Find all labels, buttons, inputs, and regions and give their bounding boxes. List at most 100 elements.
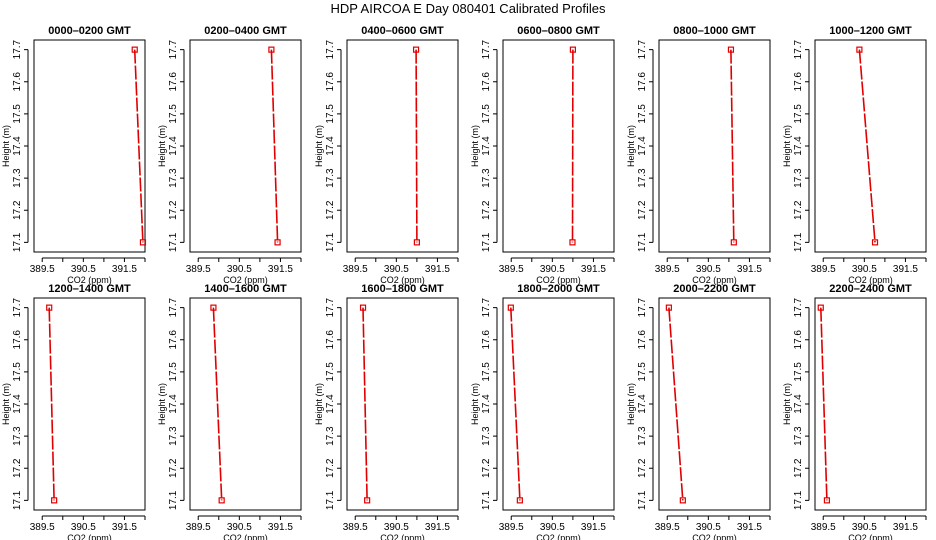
y-axis-label: Height (m)	[626, 125, 636, 167]
profile-line	[48, 307, 55, 501]
y-tick-label: 17.6	[481, 72, 492, 92]
x-axis-label: CO2 (ppm)	[848, 533, 893, 540]
data-point	[359, 304, 367, 311]
data-point	[727, 46, 735, 53]
y-axis-label: Height (m)	[470, 383, 480, 425]
y-tick-label: 17.3	[325, 168, 336, 188]
y-axis-label: Height (m)	[314, 125, 324, 167]
x-axis-label: CO2 (ppm)	[380, 533, 425, 540]
y-tick-label: 17.1	[637, 490, 648, 510]
y-tick-label: 17.6	[481, 330, 492, 350]
y-tick-label: 17.6	[793, 330, 804, 350]
x-tick-label: 391.5	[425, 522, 450, 533]
data-point	[516, 497, 523, 504]
x-axis-label: CO2 (ppm)	[848, 275, 893, 285]
profile-line	[133, 49, 144, 243]
panel-title: 2200–2400 GMT	[829, 283, 912, 295]
x-axis-label: CO2 (ppm)	[692, 533, 737, 540]
y-axis-label: Height (m)	[314, 383, 324, 425]
y-tick-label: 17.7	[637, 297, 648, 317]
y-tick-label: 17.7	[793, 297, 804, 317]
y-tick-label: 17.5	[168, 362, 179, 382]
y-axis-label: Height (m)	[1, 383, 11, 425]
y-tick-label: 17.1	[481, 490, 492, 510]
panel-title: 1200–1400 GMT	[48, 283, 131, 295]
y-tick-label: 17.4	[637, 136, 648, 156]
x-tick-label: 391.5	[737, 264, 762, 275]
x-tick-label: 391.5	[112, 522, 137, 533]
y-tick-label: 17.4	[793, 394, 804, 414]
x-tick-label: 389.5	[343, 264, 368, 275]
y-tick-label: 17.3	[12, 426, 23, 446]
panel-title: 1400–1600 GMT	[204, 283, 287, 295]
y-tick-label: 17.1	[793, 232, 804, 252]
y-tick-label: 17.4	[793, 136, 804, 156]
panel-title: 1600–1800 GMT	[361, 283, 444, 295]
data-point	[507, 304, 514, 311]
y-tick-label: 17.2	[168, 200, 179, 220]
x-tick-label: 389.5	[811, 522, 836, 533]
y-tick-label: 17.7	[481, 39, 492, 59]
x-axis-label: CO2 (ppm)	[380, 275, 425, 285]
profile-line	[820, 307, 828, 501]
y-tick-label: 17.3	[637, 426, 648, 446]
y-tick-label: 17.3	[793, 168, 804, 188]
x-tick-label: 390.5	[71, 522, 96, 533]
x-tick-label: 389.5	[30, 522, 55, 533]
x-tick-label: 391.5	[425, 264, 450, 275]
x-tick-label: 391.5	[893, 264, 918, 275]
panel-title: 2000–2200 GMT	[673, 283, 756, 295]
panel-title: 0800–1000 GMT	[673, 25, 756, 37]
y-tick-label: 17.7	[12, 297, 23, 317]
data-point	[871, 239, 879, 246]
x-axis-label: CO2 (ppm)	[223, 275, 268, 285]
y-tick-label: 17.5	[481, 362, 492, 382]
y-tick-label: 17.7	[12, 39, 23, 59]
y-tick-label: 17.5	[12, 362, 23, 382]
y-tick-label: 17.1	[325, 490, 336, 510]
panel-title: 1800–2000 GMT	[517, 283, 600, 295]
y-tick-label: 17.6	[12, 330, 23, 350]
data-point	[364, 497, 371, 504]
data-point	[413, 239, 420, 246]
y-tick-label: 17.5	[325, 362, 336, 382]
x-tick-label: 390.5	[540, 264, 565, 275]
y-tick-label: 17.1	[12, 232, 23, 252]
y-tick-label: 17.3	[168, 426, 179, 446]
y-tick-label: 17.7	[325, 39, 336, 59]
panel-title: 0600–0800 GMT	[517, 25, 600, 37]
y-tick-label: 17.1	[325, 232, 336, 252]
y-tick-label: 17.3	[793, 426, 804, 446]
data-point	[569, 239, 576, 246]
y-axis-label: Height (m)	[626, 383, 636, 425]
y-tick-label: 17.1	[168, 232, 179, 252]
y-tick-label: 17.1	[637, 232, 648, 252]
figure-title: HDP AIRCOA E Day 080401 Calibrated Profi…	[330, 1, 606, 16]
plot-frame	[814, 39, 927, 253]
x-tick-label: 390.5	[852, 522, 877, 533]
y-tick-label: 17.7	[168, 39, 179, 59]
x-tick-label: 391.5	[581, 264, 606, 275]
data-point	[210, 304, 217, 311]
y-tick-label: 17.5	[637, 362, 648, 382]
x-tick-label: 391.5	[112, 264, 137, 275]
profile-line	[510, 307, 521, 501]
y-tick-label: 17.3	[637, 168, 648, 188]
x-axis-label: CO2 (ppm)	[692, 275, 737, 285]
y-tick-label: 17.5	[793, 362, 804, 382]
y-tick-label: 17.2	[637, 458, 648, 478]
data-point	[218, 497, 225, 504]
x-tick-label: 391.5	[581, 522, 606, 533]
data-point	[856, 46, 863, 53]
x-axis-label: CO2 (ppm)	[67, 533, 112, 540]
x-tick-label: 390.5	[852, 264, 877, 275]
x-tick-label: 390.5	[227, 264, 252, 275]
y-tick-label: 17.1	[793, 490, 804, 510]
x-axis-label: CO2 (ppm)	[223, 533, 268, 540]
data-point	[131, 46, 138, 53]
